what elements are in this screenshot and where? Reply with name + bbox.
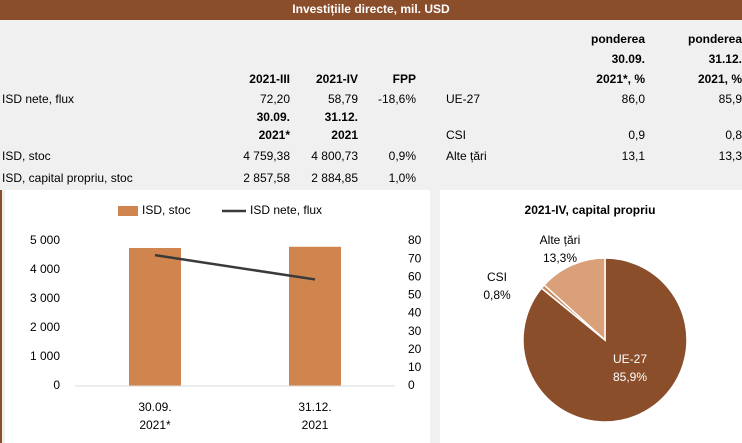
cell: 2021	[331, 128, 358, 142]
column-header: FPP	[393, 72, 416, 86]
column-header: ponderea	[688, 32, 742, 46]
y2-tick-label: 10	[408, 360, 422, 374]
column-header: 2021*, %	[596, 72, 645, 86]
row-label: ISD, stoc	[2, 149, 51, 163]
cell: 31.12.	[325, 110, 358, 124]
x-tick-label: 30.09. 2021*	[138, 400, 171, 432]
cell: 1,0%	[389, 171, 417, 185]
slice-value-label: 85,9%	[613, 370, 647, 384]
column-header: 2021, %	[698, 72, 742, 86]
bar	[129, 247, 181, 386]
title-bar	[0, 0, 742, 20]
frame-left	[0, 190, 2, 443]
column-header: 2021-IV	[316, 72, 358, 86]
slice-label: UE-27	[613, 352, 647, 366]
slice-label: Alte țări	[540, 233, 581, 247]
y-tick-label: 3 000	[30, 291, 60, 305]
column-header: ponderea	[591, 32, 645, 46]
slice-value-label: 13,3%	[543, 251, 577, 265]
cell: 30.09.	[257, 110, 290, 124]
cell: 4 800,73	[311, 149, 358, 163]
chart-box	[5, 190, 430, 443]
y2-tick-label: 80	[408, 233, 422, 247]
y2-tick-label: 20	[408, 342, 422, 356]
y-tick-label: 5 000	[30, 233, 60, 247]
bar	[289, 246, 341, 386]
cell: 2 884,85	[311, 171, 358, 185]
cell: 13,1	[622, 149, 646, 163]
cell: 13,3	[719, 149, 742, 163]
y2-tick-label: 60	[408, 269, 422, 283]
cell: 2 857,58	[243, 171, 290, 185]
legend-swatch	[118, 206, 138, 216]
cell: 0,8	[725, 128, 742, 142]
cell: 2021*	[259, 128, 291, 142]
cell: 86,0	[622, 92, 646, 106]
cell: 4 759,38	[243, 149, 290, 163]
cell: 0,9	[628, 128, 645, 142]
row-label: ISD nete, flux	[2, 92, 74, 106]
y2-tick-label: 70	[408, 251, 422, 265]
line	[154, 253, 316, 281]
chart-title: 2021-IV, capital propriu	[525, 203, 656, 217]
row-label: ISD, capital propriu, stoc	[2, 171, 133, 185]
y-tick-label: 1 000	[30, 349, 60, 363]
y-tick-label: 0	[53, 378, 60, 392]
row-label: CSI	[446, 128, 466, 142]
page-title: Investițiile directe, mil. USD	[292, 2, 450, 16]
row-label: UE-27	[446, 92, 480, 106]
slice-label: CSI	[487, 270, 507, 284]
y2-tick-label: 0	[408, 378, 415, 392]
y2-tick-label: 30	[408, 324, 422, 338]
cell: 72,20	[260, 92, 290, 106]
column-header: 2021-III	[249, 72, 290, 86]
cell: 85,9	[719, 92, 742, 106]
cell: 58,79	[328, 92, 358, 106]
cell: 0,9%	[389, 149, 417, 163]
y-tick-label: 2 000	[30, 320, 60, 334]
legend-label: ISD nete, flux	[250, 203, 322, 217]
legend-label: ISD, stoc	[142, 203, 191, 217]
y2-tick-label: 40	[408, 306, 422, 320]
x-tick-label: 31.12. 2021	[298, 400, 331, 432]
slice-value-label: 0,8%	[483, 288, 511, 302]
cell: -18,6%	[378, 92, 416, 106]
column-header: 30.09.	[612, 52, 645, 66]
y2-tick-label: 50	[408, 288, 422, 302]
y-tick-label: 4 000	[30, 262, 60, 276]
pie-slice	[543, 257, 606, 342]
row-label: Alte țări	[446, 149, 487, 163]
column-header: 31.12.	[709, 52, 742, 66]
